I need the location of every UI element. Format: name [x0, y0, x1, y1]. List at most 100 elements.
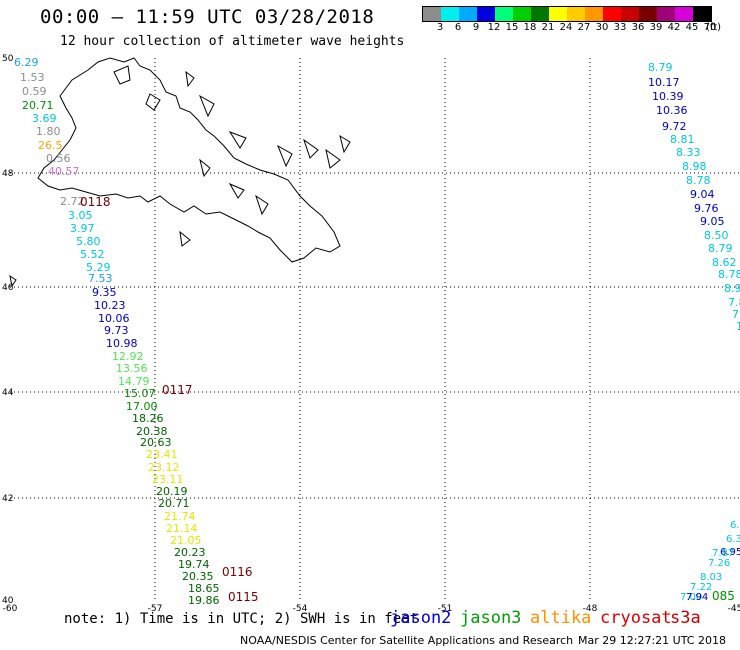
colorbar-swatch — [621, 7, 639, 21]
colorbar-swatch — [639, 7, 657, 21]
track-value-label: 7 — [732, 308, 739, 321]
page-title: 00:00 – 11:59 UTC 03/28/2018 — [40, 6, 375, 28]
track-value-label: 20.71 — [158, 497, 190, 510]
pass-time-label: 0115 — [228, 590, 259, 604]
colorbar-swatch — [495, 7, 513, 21]
colorbar-tick-label: 24 — [559, 22, 573, 33]
credit-text: NOAA/NESDIS Center for Satellite Applica… — [240, 634, 574, 647]
latitude-tick-label: 46 — [2, 283, 14, 293]
track-value-label: 9.73 — [104, 324, 129, 337]
track-value-label: 20.71 — [22, 99, 54, 112]
track-value-label: 9.05 — [700, 215, 725, 228]
colorbar-swatch — [477, 7, 495, 21]
satellite-legend-jason2: jason2 — [390, 608, 452, 628]
colorbar-swatch — [567, 7, 585, 21]
colorbar-swatch — [585, 7, 603, 21]
track-value-label: 3.69 — [32, 112, 57, 125]
latitude-tick-label: 42 — [2, 494, 13, 504]
track-value-label: 8.81 — [670, 133, 695, 146]
track-value-label: 8.78 — [686, 174, 711, 187]
satellite-legend-jason3: jason3 — [460, 608, 522, 628]
track-value-label: 12.92 — [112, 350, 144, 363]
altimeter-tracks: 6.291.530.5920.713.691.8026.50.5640.572.… — [14, 56, 740, 607]
track-value-label: 9.72 — [662, 120, 687, 133]
satellite-legend-s3a: s3a — [670, 608, 701, 628]
track-value-label: 9.76 — [694, 202, 719, 215]
track-value-label: 0.59 — [22, 85, 47, 98]
colorbar-tick-label: 70 — [703, 22, 717, 33]
colorbar-tick-label: 21 — [541, 22, 555, 33]
track-value-label: 10.39 — [652, 90, 684, 103]
track-value-label: 3.97 — [70, 222, 95, 235]
colorbar-swatch — [441, 7, 459, 21]
track-value-label: 23.41 — [146, 448, 178, 461]
track-value-label: 8.78 — [718, 268, 740, 281]
satellite-legend-cryosat: cryosat — [600, 608, 672, 628]
colorbar-tick-label: 30 — [595, 22, 609, 33]
graticule — [10, 58, 740, 600]
colorbar-swatch — [549, 7, 567, 21]
track-value-label: 10.06 — [98, 312, 130, 325]
track-value-label: 7.53 — [88, 272, 113, 285]
longitude-tick-label: -48 — [583, 604, 598, 614]
track-value-label: 10.36 — [656, 104, 688, 117]
track-value-label: 8.50 — [704, 229, 729, 242]
axis-labels: -60 -57 -54 -51 -48 -45 50 48 46 44 42 40 — [2, 54, 740, 614]
track-value-label: 21.14 — [166, 522, 198, 535]
track-value-label: 5.29 — [86, 261, 111, 274]
colorbar-tick-label: 15 — [505, 22, 519, 33]
colorbar-tick-label: 9 — [472, 22, 480, 33]
track-value-label: 26.5 — [38, 139, 63, 152]
generated-timestamp: Mar 29 12:27:21 UTC 2018 — [578, 634, 726, 647]
track-value-label: 8.79 — [708, 242, 733, 255]
longitude-tick-label: -51 — [438, 604, 453, 614]
track-value-label: 6.3 — [730, 520, 740, 531]
track-value-label: 8.98 — [682, 160, 707, 173]
colorbar-swatch — [603, 7, 621, 21]
colorbar-swatch — [423, 7, 441, 21]
latitude-tick-label: 48 — [2, 169, 14, 179]
track-value-label: 7.00 — [680, 592, 702, 603]
track-value-label: 8.9 — [724, 282, 740, 295]
colorbar-tick-label: 12 — [487, 22, 501, 33]
track-value-label: 23.11 — [152, 473, 184, 486]
track-value-label: 20.19 — [156, 485, 188, 498]
colorbar-unit: (ft) — [706, 22, 722, 33]
track-value-label: 20.38 — [136, 425, 168, 438]
track-value-label: 7.87 — [712, 548, 734, 559]
longitude-tick-label: -45 — [728, 604, 740, 614]
track-value-label: 18.26 — [132, 412, 164, 425]
track-value-label: 20.23 — [174, 546, 206, 559]
longitude-tick-label: -60 — [3, 604, 18, 614]
track-value-label: 20.63 — [140, 436, 172, 449]
colorbar-swatch — [531, 7, 549, 21]
track-value-label: 7.26 — [708, 558, 730, 569]
pass-time-label: 0117 — [162, 383, 193, 397]
track-value-label: 3.05 — [68, 209, 93, 222]
track-value-label: 7.94 — [686, 592, 708, 603]
track-value-label: 20.35 — [182, 570, 214, 583]
track-value-label: 1.53 — [20, 71, 45, 84]
pass-time-label: 0118 — [80, 195, 111, 209]
longitude-tick-label: -57 — [148, 604, 163, 614]
track-value-label: 6.95 — [720, 547, 740, 558]
colorbar-tick-label: 36 — [631, 22, 645, 33]
colorbar-tick-label: 42 — [667, 22, 681, 33]
track-value-label: 0.56 — [46, 152, 71, 165]
track-value-label: 13.56 — [116, 362, 148, 375]
colorbar-tick-label: 45 — [685, 22, 699, 33]
colorbar-tick-label: 18 — [523, 22, 537, 33]
track-value-label: 8.03 — [700, 572, 722, 583]
colorbar-swatch — [693, 7, 711, 21]
colorbar-tick-label: 27 — [577, 22, 591, 33]
track-value-label: 6.29 — [14, 56, 39, 69]
colorbar-swatch — [657, 7, 675, 21]
track-value-label: 21.05 — [170, 534, 202, 547]
satellite-legend-altika: altika — [530, 608, 592, 628]
track-value-label: 21.74 — [164, 510, 196, 523]
colorbar-tick-label: 3 — [436, 22, 444, 33]
track-value-label: 8.33 — [676, 146, 701, 159]
colorbar-tick-label: 39 — [649, 22, 663, 33]
colorbar-tick-label: 6 — [454, 22, 462, 33]
